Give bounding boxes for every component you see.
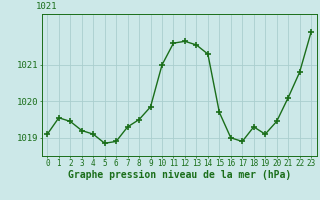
X-axis label: Graphe pression niveau de la mer (hPa): Graphe pression niveau de la mer (hPa) [68, 170, 291, 180]
Text: 1021: 1021 [36, 2, 58, 11]
